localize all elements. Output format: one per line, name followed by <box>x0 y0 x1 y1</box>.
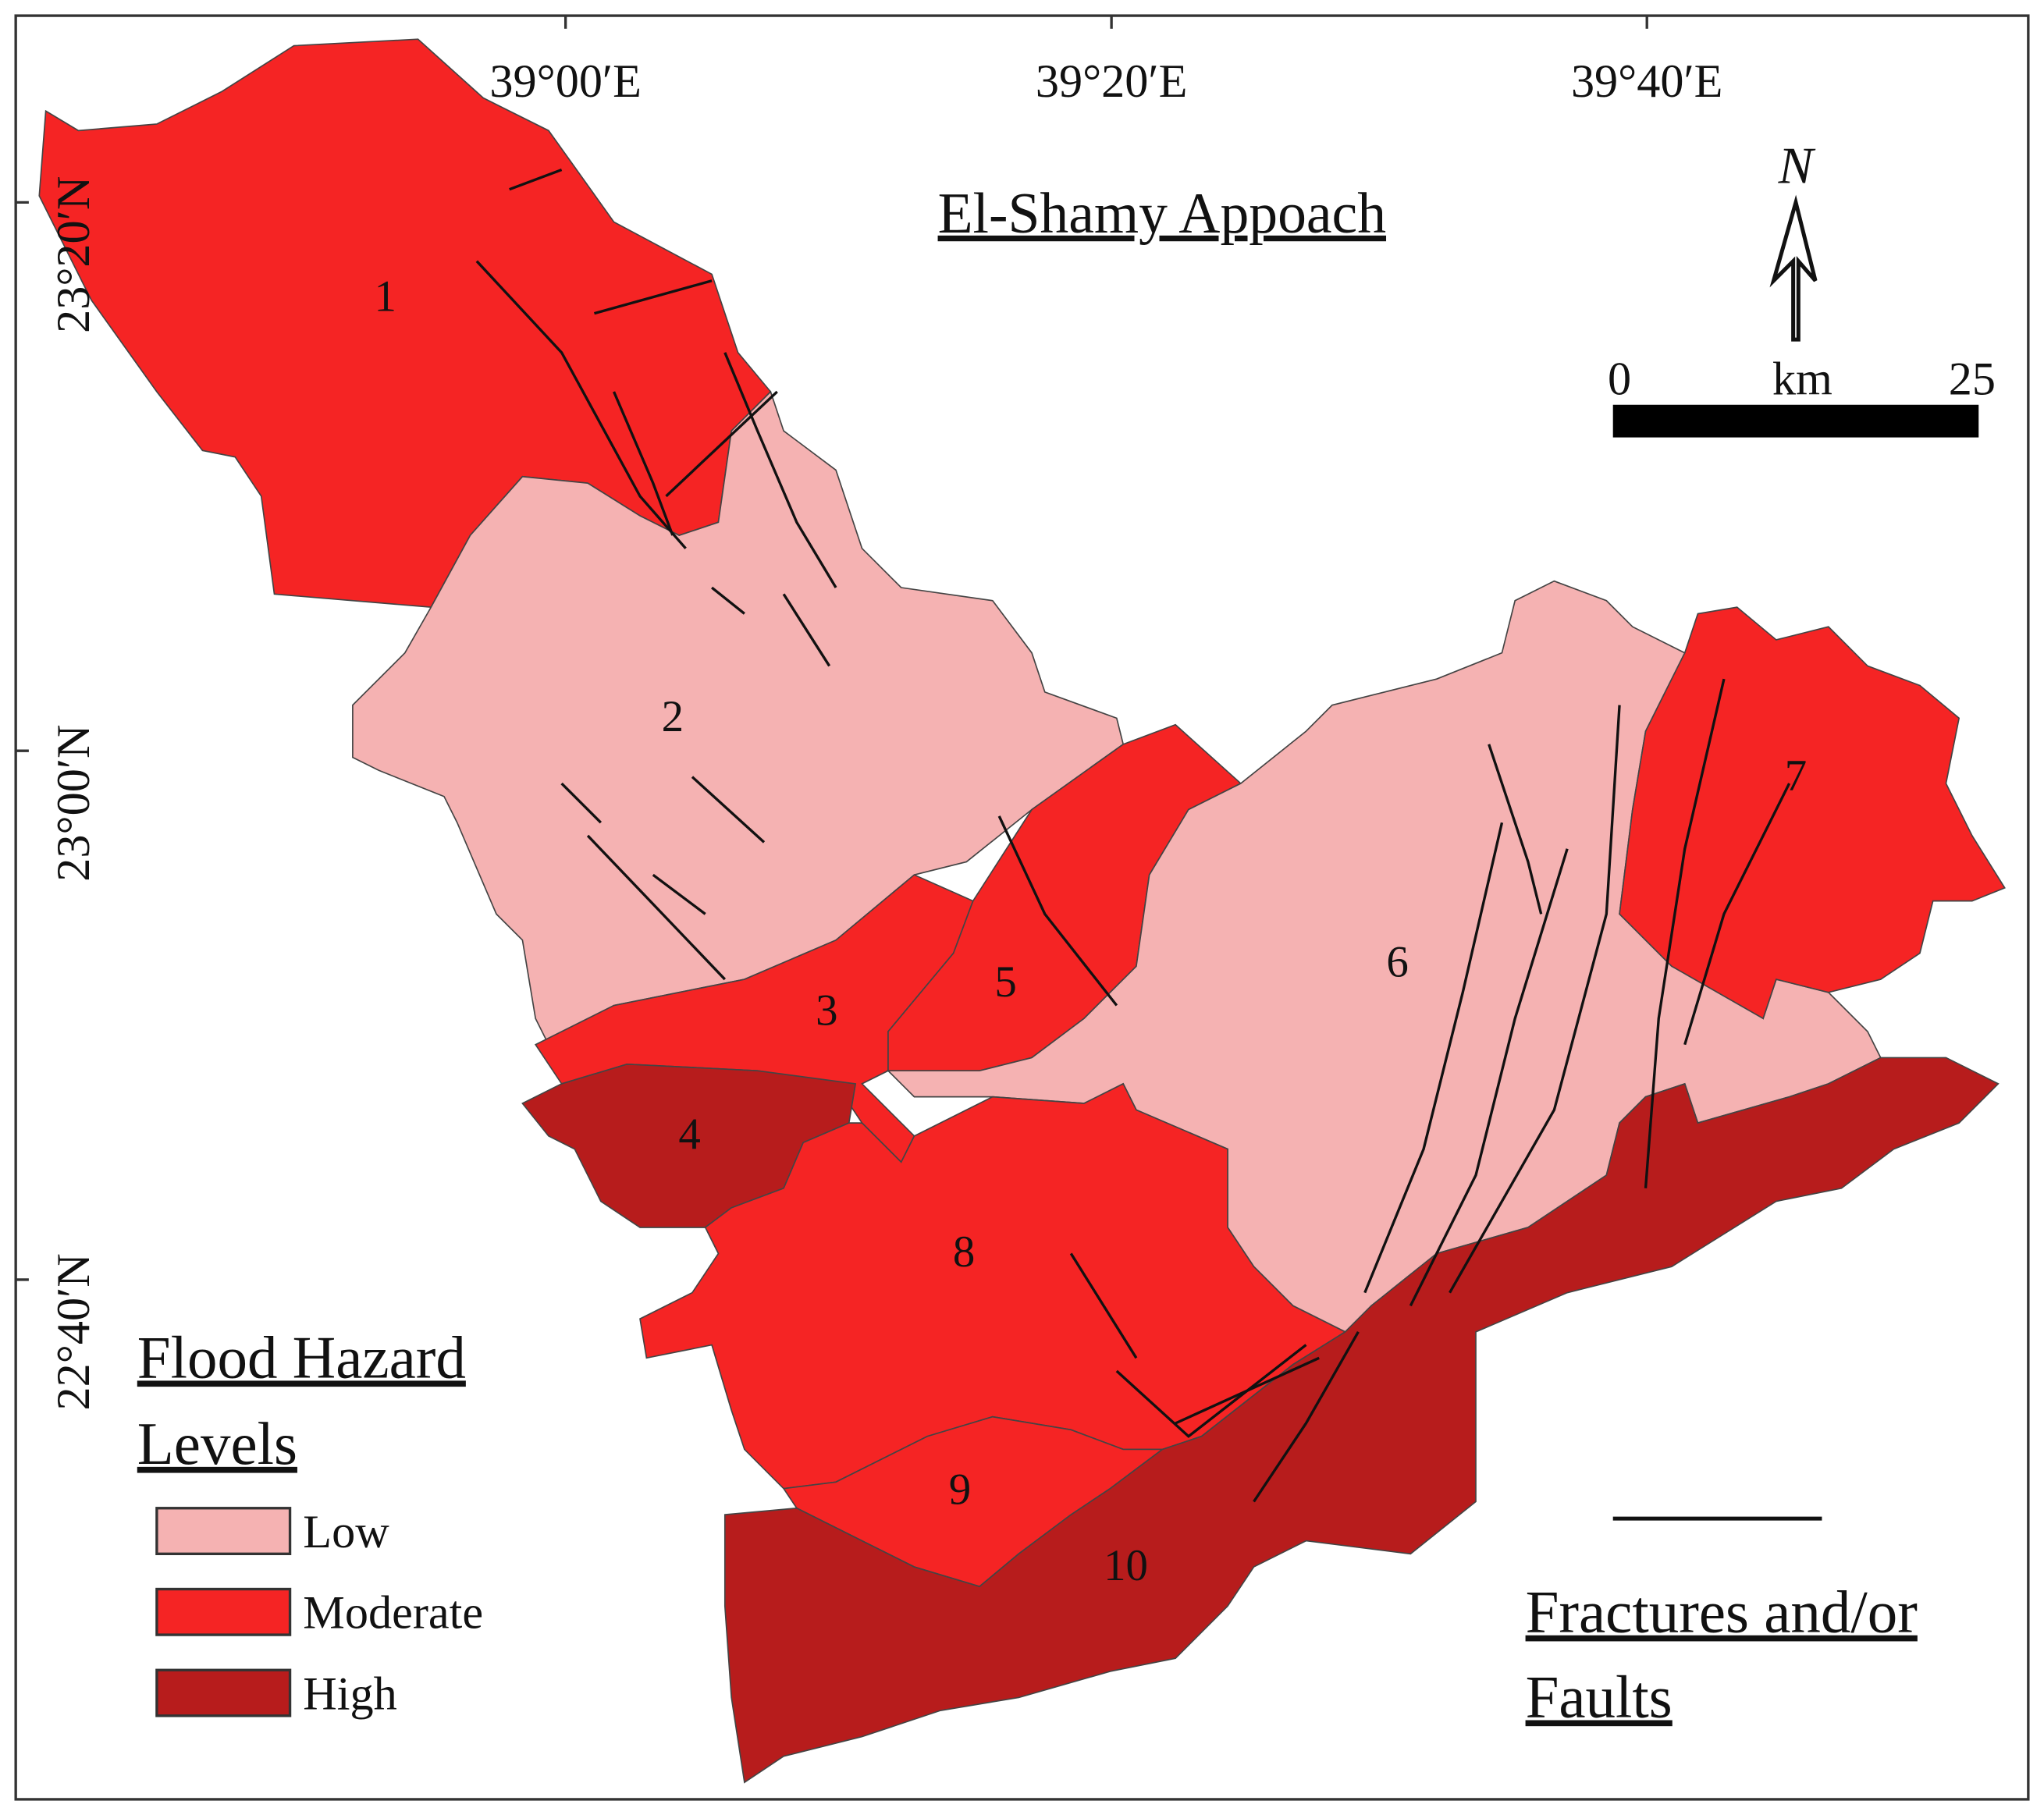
basin-label: 5 <box>994 957 1016 1007</box>
basin-label: 9 <box>949 1465 971 1515</box>
fault-line <box>711 586 745 615</box>
map-title: El-Shamy Appoach <box>938 181 1386 245</box>
fault-line <box>1488 744 1543 915</box>
legend-title: Flood Hazard <box>137 1323 466 1391</box>
latitude-label: 22°40′N <box>48 1253 100 1410</box>
fault-line <box>594 279 713 315</box>
basin-label: 8 <box>953 1227 975 1277</box>
latitude-label: 23°20′N <box>48 176 100 333</box>
longitude-label: 39°40′E <box>1571 55 1723 108</box>
fault-line <box>1409 848 1569 1307</box>
fault-line <box>691 776 766 844</box>
legend-swatch <box>155 1507 292 1555</box>
legend-label: Moderate <box>303 1587 483 1639</box>
legend-label: Low <box>303 1506 389 1558</box>
fault-line <box>1449 705 1621 1294</box>
fault-line <box>665 390 778 498</box>
fault-line <box>560 782 603 824</box>
legend-swatch <box>155 1587 292 1636</box>
longitude-label: 39°20′E <box>1036 55 1188 108</box>
basin-label: 10 <box>1104 1541 1148 1590</box>
faults <box>475 168 1791 1503</box>
legend-title: Levels <box>137 1410 297 1477</box>
fault-line <box>1115 1344 1307 1438</box>
scale-bar <box>1612 404 1979 438</box>
scale-start: 0 <box>1608 353 1631 405</box>
basin-label: 7 <box>1785 751 1807 800</box>
basin-label: 1 <box>375 272 396 321</box>
fault-line <box>1683 783 1791 1046</box>
fault-line <box>723 352 837 588</box>
north-arrow <box>1769 194 1818 342</box>
fault-line <box>1253 1331 1360 1503</box>
fault-line <box>1363 822 1504 1294</box>
basin-label: 2 <box>662 692 684 741</box>
fault-line <box>1644 678 1726 1188</box>
fault-line <box>509 168 563 191</box>
fault-line <box>782 593 831 667</box>
north-label: N <box>1778 137 1816 194</box>
longitude-label: 39°00′E <box>489 55 642 108</box>
scale-end: 25 <box>1949 353 1996 405</box>
basin-label: 3 <box>816 986 837 1035</box>
legend-label: High <box>303 1668 396 1720</box>
scale-unit: km <box>1772 353 1832 405</box>
labels: 1 2 3 4 5 6 7 8 9 10 39°00′E 39°20′E 39°40′E 23°20′N 2… <box>16 16 1996 1730</box>
legend-fault-label: Fractures and/or <box>1526 1579 1918 1646</box>
fault-line <box>1175 1356 1320 1425</box>
fault-line <box>652 873 706 915</box>
basin <box>723 1057 2000 1784</box>
fault-line <box>997 815 1118 1007</box>
fault-line <box>1069 1252 1138 1359</box>
legend-swatch <box>155 1668 292 1717</box>
latitude-label: 23°00′N <box>48 725 100 882</box>
fault-line <box>586 834 727 981</box>
legend-fault-label: Faults <box>1526 1663 1673 1730</box>
basin-label: 4 <box>678 1110 700 1160</box>
basin-label: 6 <box>1386 938 1408 987</box>
fault-line <box>613 391 674 536</box>
basins <box>38 38 2006 1784</box>
fault-line <box>475 260 687 549</box>
